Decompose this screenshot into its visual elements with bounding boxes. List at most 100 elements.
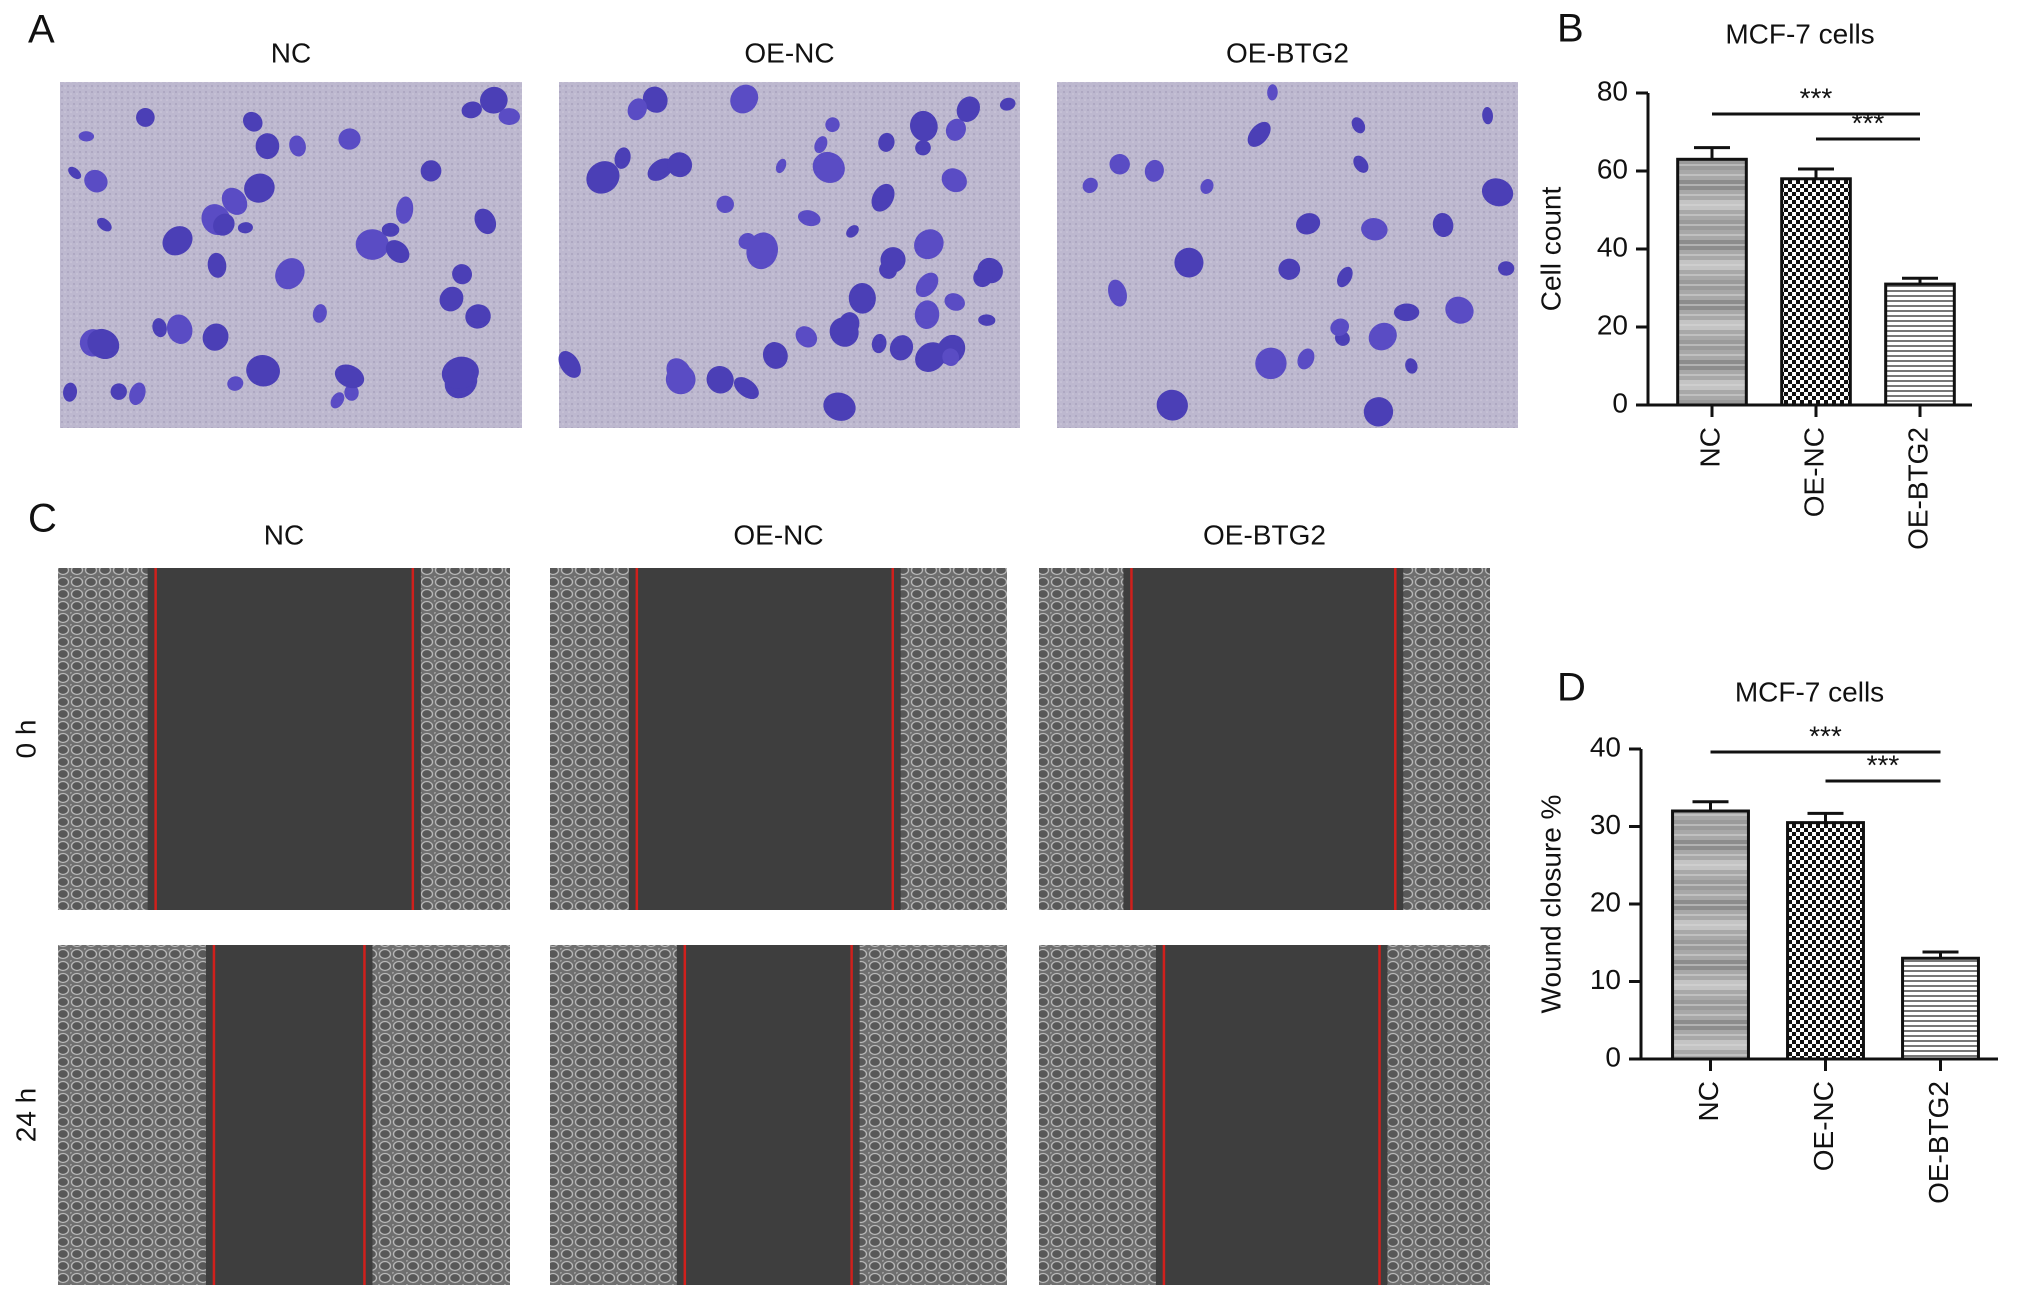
significance-label: *** [1800,82,1833,113]
bar [1676,157,1748,407]
bar [1780,177,1852,407]
stained-cell [246,354,280,387]
stained-cell [944,293,965,311]
error-bar [1694,146,1730,160]
stained-cell [334,364,365,389]
significance-label: *** [1867,749,1900,780]
stained-cell [941,168,967,193]
stained-cell [129,382,146,405]
stained-cell [762,342,788,369]
stained-cell [942,348,960,366]
stained-cell [110,383,127,400]
stained-cell [244,173,275,203]
stained-cell [825,117,840,133]
stained-cell [78,131,95,142]
stained-cell [474,208,497,235]
stained-cell [162,226,193,256]
stained-cell [1297,348,1315,370]
stained-cell [1296,213,1321,235]
stained-cell [1200,179,1214,194]
stained-cell [871,333,887,354]
stained-cell [1247,121,1271,147]
wound-gap [1123,568,1404,910]
panel-letter: C [28,497,57,541]
stained-cell [910,110,938,142]
stained-cell [255,133,280,160]
y-tick-label: 40 [1590,731,1621,762]
row-label: 24 h [10,1088,41,1143]
stained-cell [213,213,235,236]
stained-cell [1156,389,1188,421]
stained-cell [812,151,845,183]
error-bar [1798,167,1834,179]
wound-gap [205,945,373,1285]
stained-cell [914,229,944,260]
stained-cell [973,267,993,288]
error-bar [1807,811,1844,823]
x-tick-label: OE-BTG2 [1923,1081,1954,1204]
y-tick-label: 20 [1597,309,1628,340]
y-axis-label: Cell count [1535,187,1566,312]
stained-cell [1498,261,1515,276]
bar [1884,282,1956,407]
column-label: OE-NC [744,37,834,68]
x-tick-label: NC [1693,1081,1724,1121]
bar [1786,821,1865,1061]
stained-cell [1361,218,1388,241]
stained-cell [706,366,734,394]
stained-cell [1255,347,1287,380]
column-label: NC [271,37,311,68]
significance-label: *** [1809,720,1842,751]
stained-cell [665,364,696,395]
stained-cell [1405,358,1418,374]
x-tick-label: OE-NC [1798,427,1829,517]
stained-cell [87,328,120,360]
stained-cell [1351,117,1366,134]
stained-cell [716,195,735,214]
stained-cell [738,232,756,250]
stained-cell [945,118,966,141]
wound-gap [628,568,901,910]
stained-cell [1267,84,1278,101]
stained-cell [136,107,155,127]
stained-cell [878,132,895,152]
stained-cell [289,135,306,157]
stained-cell [452,264,473,285]
stained-cell [829,317,859,347]
stained-cell [586,161,620,194]
stained-cell [1108,279,1127,307]
stained-cell [242,111,263,132]
chart-title: MCF-7 cells [1735,676,1884,707]
micrograph [559,82,1020,428]
x-tick-label: OE-BTG2 [1902,427,1933,550]
stained-cell [207,252,227,278]
stained-cell [152,318,167,338]
chart-title: MCF-7 cells [1725,18,1874,49]
y-tick-label: 30 [1590,809,1621,840]
stained-cell [642,86,668,113]
stained-cell [344,384,359,401]
stained-cell [667,152,693,178]
stained-cell [871,183,895,212]
column-label: OE-BTG2 [1226,37,1349,68]
stained-cell [775,158,787,174]
micrograph [1057,82,1518,428]
stained-cell [1082,177,1098,194]
y-tick-label: 0 [1612,387,1628,418]
stained-cell [1481,178,1514,207]
stained-cell [355,229,389,260]
stained-cell [1109,154,1130,175]
stained-cell [1337,266,1353,288]
stained-cell [795,326,818,348]
bar [1901,956,1980,1061]
stained-cell [381,222,400,237]
stained-cell [814,136,828,154]
stained-cell [978,314,996,326]
stained-cell [1363,397,1394,427]
wound-gap [147,568,421,910]
stained-cell [1174,247,1204,278]
stained-cell [889,335,914,361]
stained-cell [999,97,1016,111]
stained-cell [396,196,414,224]
